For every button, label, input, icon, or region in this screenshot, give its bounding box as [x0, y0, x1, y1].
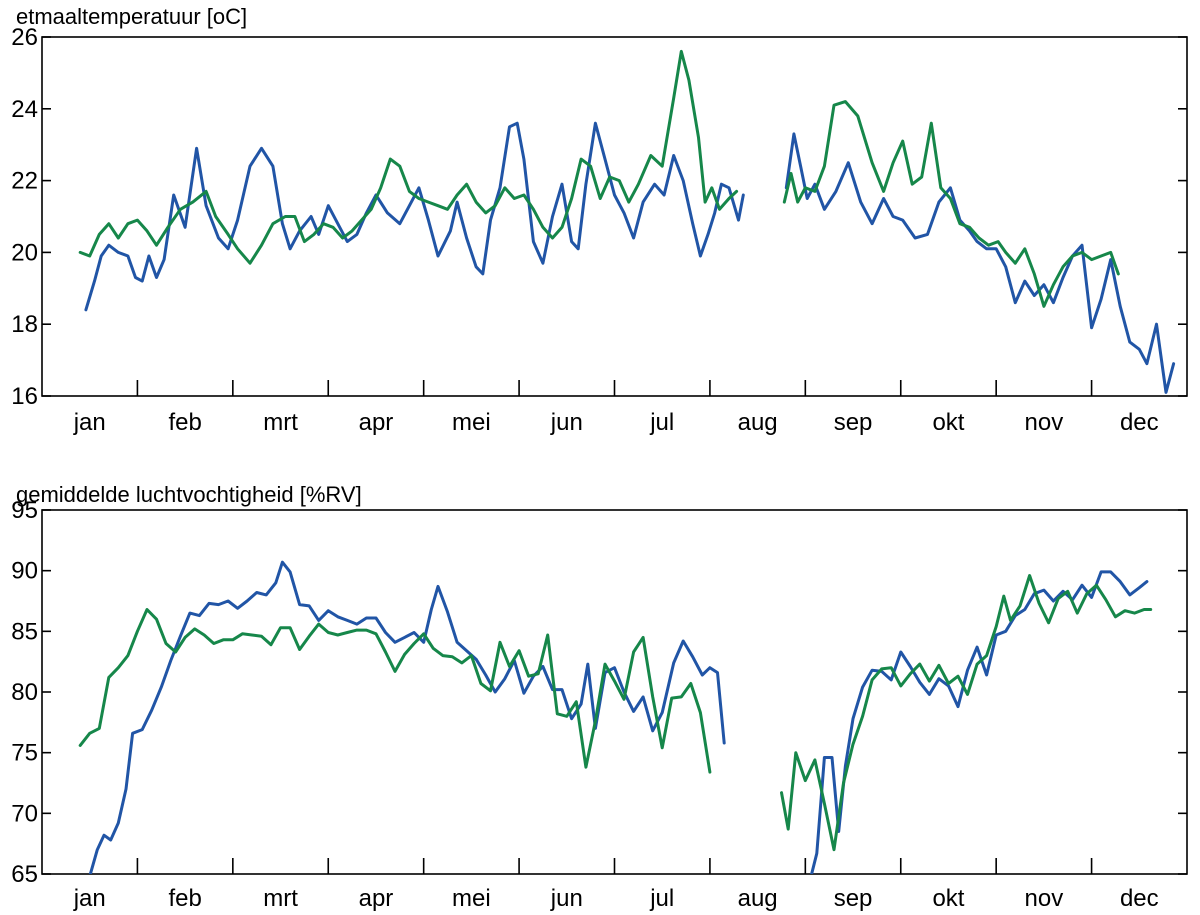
series-0-line-segment-1: [810, 570, 1149, 874]
y-tick-label: 95: [11, 497, 38, 524]
x-tick-label-jul: jul: [649, 885, 674, 912]
y-tick-label: 75: [11, 740, 38, 767]
x-tick-label-jun: jun: [550, 409, 583, 436]
humidity-chart-title: gemiddelde luchtvochtigheid [%RV]: [16, 482, 362, 507]
y-tick-label: 65: [11, 861, 38, 888]
plot-frame: [41, 36, 1188, 397]
x-tick-label-okt: okt: [932, 409, 964, 436]
x-tick-label-dec: dec: [1120, 409, 1159, 436]
x-tick-label-apr: apr: [359, 409, 394, 436]
y-tick-label: 70: [11, 800, 38, 827]
y-tick-label: 80: [11, 679, 38, 706]
x-tick-label-feb: feb: [168, 409, 201, 436]
y-tick-label: 85: [11, 618, 38, 645]
x-tick-label-mei: mei: [452, 885, 491, 912]
temperature-chart: 16 18 20 22 24 26 jan feb mrt apr mei jun jul aug sep o…: [11, 24, 1188, 436]
x-tick-label-mrt: mrt: [263, 885, 298, 912]
x-tick-label-dec: dec: [1120, 885, 1159, 912]
x-tick-label-nov: nov: [1025, 885, 1064, 912]
x-tick-label-aug: aug: [738, 885, 778, 912]
x-tick-label-apr: apr: [359, 885, 394, 912]
x-tick-label-mei: mei: [452, 409, 491, 436]
series-1-line-segment-0: [78, 608, 712, 774]
series-1-line-segment-1: [782, 100, 1120, 308]
y-tick-label: 18: [11, 311, 38, 338]
series-0-line-segment-1: [784, 132, 1176, 394]
x-tick-label-jun: jun: [550, 885, 583, 912]
x-tick-label-aug: aug: [738, 409, 778, 436]
temperature-chart-title: etmaaltemperatuur [oC]: [16, 4, 248, 29]
y-tick-label: 22: [11, 168, 38, 195]
x-tick-label-okt: okt: [932, 885, 964, 912]
humidity-chart: 65 70 75 80 85 90 95 jan feb mrt apr mei jun jul aug se…: [11, 497, 1188, 912]
series-0-line-segment-0: [88, 560, 726, 874]
x-tick-label-mrt: mrt: [263, 409, 298, 436]
x-tick-label-sep: sep: [834, 885, 873, 912]
x-tick-label-nov: nov: [1025, 409, 1064, 436]
x-tick-label-jan: jan: [73, 409, 106, 436]
plot-frame: [41, 509, 1188, 875]
series-1-line-segment-0: [78, 49, 739, 265]
y-tick-label: 90: [11, 558, 38, 585]
y-tick-label: 16: [11, 383, 38, 410]
series-0-line-segment-0: [84, 121, 745, 312]
y-tick-label: 20: [11, 239, 38, 266]
y-tick-label: 24: [11, 96, 38, 123]
y-tick-label: 26: [11, 24, 38, 51]
x-tick-label-sep: sep: [834, 409, 873, 436]
x-tick-label-feb: feb: [168, 885, 201, 912]
x-tick-label-jan: jan: [73, 885, 106, 912]
series-1-line-segment-1: [780, 574, 1153, 852]
x-tick-label-jul: jul: [649, 409, 674, 436]
